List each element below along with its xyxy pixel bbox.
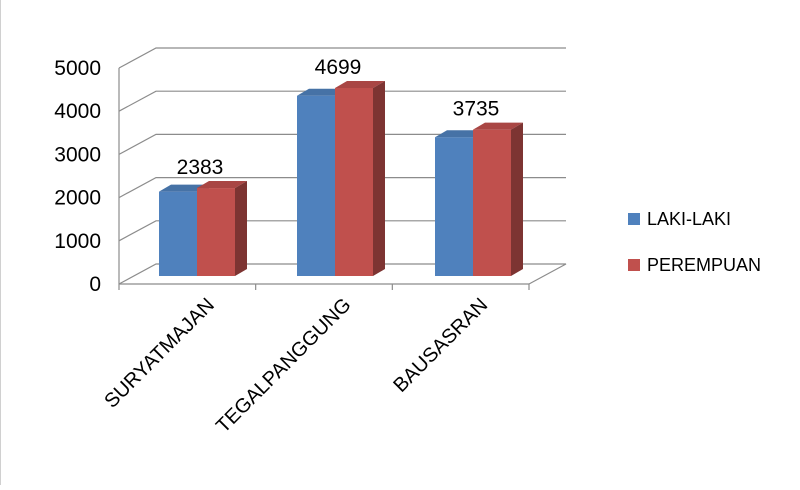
bar-suryatmajan-laki-laki-top [159, 184, 209, 192]
legend-label: LAKI-LAKI [647, 209, 731, 229]
data-label: 2383 [177, 156, 224, 179]
bar-tegalpanggung-perempuan-top [335, 81, 385, 89]
bar-suryatmajan-perempuan-top [197, 181, 247, 189]
gridline [118, 177, 566, 199]
y-tick-label: 5000 [54, 57, 101, 80]
data-labels: 2383 4699 3735 [177, 56, 500, 179]
y-tick-label: 4000 [54, 100, 101, 123]
y-tick-label: 0 [89, 273, 101, 296]
y-tick-label: 1000 [54, 230, 101, 253]
y-tick-label: 3000 [54, 143, 101, 166]
bar-suryatmajan-laki-laki [159, 191, 197, 276]
legend: LAKI-LAKI PEREMPUAN [628, 209, 761, 275]
bars [159, 81, 523, 277]
bar-bausasran-laki-laki [435, 137, 473, 276]
bar-tegalpanggung-laki-laki [297, 95, 335, 277]
bar-suryatmajan-perempuan-side [235, 181, 247, 276]
bar-suryatmajan-perempuan [197, 188, 235, 276]
gridline [118, 220, 566, 242]
category-label: SURYATMAJAN [100, 294, 218, 412]
bar-tegalpanggung-perempuan [335, 88, 373, 276]
data-label: 4699 [315, 56, 362, 79]
category-label: TEGALPANGGUNG [212, 294, 355, 437]
bar-bausasran-laki-laki-top [435, 130, 485, 138]
legend-label: PEREMPUAN [647, 255, 761, 275]
legend-swatch [628, 213, 640, 225]
gridline [118, 47, 566, 69]
gridlines [118, 47, 567, 285]
bar-tegalpanggung-perempuan-side [373, 81, 385, 276]
bar-bausasran-perempuan-top [473, 122, 523, 130]
gridline [118, 90, 566, 112]
y-tick-label: 2000 [54, 187, 101, 210]
y-axis-labels: 0 1000 2000 3000 4000 5000 [54, 57, 101, 296]
category-label: BAUSASRAN [389, 294, 492, 397]
bar-bausasran-perempuan-side [511, 122, 523, 276]
data-label: 3735 [453, 98, 500, 121]
gridline [118, 133, 566, 155]
bar-tegalpanggung-laki-laki-top [297, 88, 347, 96]
bar-bausasran-perempuan [473, 129, 511, 276]
legend-swatch [628, 259, 640, 271]
